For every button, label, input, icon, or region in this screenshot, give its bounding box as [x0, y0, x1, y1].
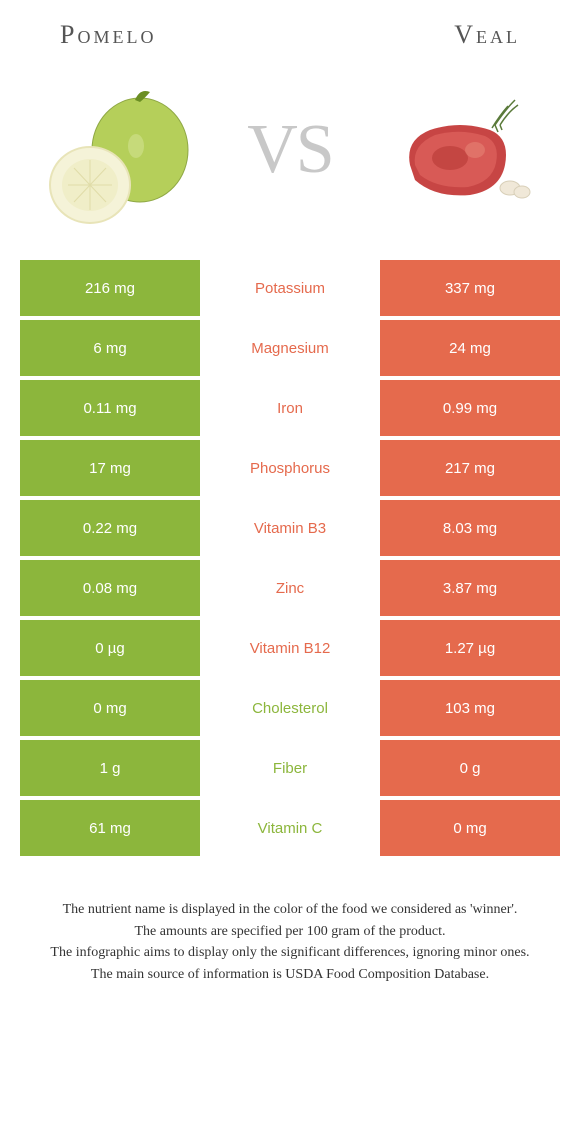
value-b: 0.99 mg	[380, 380, 560, 436]
nutrient-name: Cholesterol	[200, 680, 380, 736]
nutrient-name: Phosphorus	[200, 440, 380, 496]
nutrient-row: 0 µgVitamin B121.27 µg	[20, 620, 560, 676]
value-a: 0.08 mg	[20, 560, 200, 616]
value-a: 61 mg	[20, 800, 200, 856]
nutrient-name: Magnesium	[200, 320, 380, 376]
nutrient-row: 0.22 mgVitamin B38.03 mg	[20, 500, 560, 556]
nutrient-name: Vitamin B12	[200, 620, 380, 676]
footnote-line: The infographic aims to display only the…	[30, 943, 550, 963]
value-a: 0.22 mg	[20, 500, 200, 556]
value-a: 17 mg	[20, 440, 200, 496]
value-a: 216 mg	[20, 260, 200, 316]
value-b: 3.87 mg	[380, 560, 560, 616]
images-row: VS	[0, 60, 580, 260]
footnote-line: The amounts are specified per 100 gram o…	[30, 922, 550, 942]
nutrient-row: 17 mgPhosphorus217 mg	[20, 440, 560, 496]
value-a: 0.11 mg	[20, 380, 200, 436]
value-b: 8.03 mg	[380, 500, 560, 556]
value-b: 0 mg	[380, 800, 560, 856]
nutrient-row: 0.08 mgZinc3.87 mg	[20, 560, 560, 616]
value-b: 1.27 µg	[380, 620, 560, 676]
nutrient-name: Iron	[200, 380, 380, 436]
value-a: 1 g	[20, 740, 200, 796]
value-b: 103 mg	[380, 680, 560, 736]
food-b-title: Veal	[454, 20, 520, 50]
nutrient-row: 61 mgVitamin C0 mg	[20, 800, 560, 856]
nutrient-name: Fiber	[200, 740, 380, 796]
nutrient-name: Potassium	[200, 260, 380, 316]
value-a: 0 µg	[20, 620, 200, 676]
vs-label: VS	[247, 110, 332, 190]
nutrient-row: 1 gFiber0 g	[20, 740, 560, 796]
nutrient-row: 6 mgMagnesium24 mg	[20, 320, 560, 376]
value-b: 0 g	[380, 740, 560, 796]
nutrient-table: 216 mgPotassium337 mg6 mgMagnesium24 mg0…	[20, 260, 560, 856]
value-b: 24 mg	[380, 320, 560, 376]
nutrient-row: 216 mgPotassium337 mg	[20, 260, 560, 316]
nutrient-name: Vitamin C	[200, 800, 380, 856]
pomelo-image	[40, 70, 200, 230]
footnote-line: The nutrient name is displayed in the co…	[30, 900, 550, 920]
value-b: 217 mg	[380, 440, 560, 496]
nutrient-name: Zinc	[200, 560, 380, 616]
veal-image	[380, 70, 540, 230]
header: Pomelo Veal	[0, 0, 580, 60]
footnotes: The nutrient name is displayed in the co…	[0, 860, 580, 1006]
nutrient-name: Vitamin B3	[200, 500, 380, 556]
footnote-line: The main source of information is USDA F…	[30, 965, 550, 985]
value-a: 6 mg	[20, 320, 200, 376]
nutrient-row: 0.11 mgIron0.99 mg	[20, 380, 560, 436]
value-b: 337 mg	[380, 260, 560, 316]
food-a-title: Pomelo	[60, 20, 156, 50]
value-a: 0 mg	[20, 680, 200, 736]
nutrient-row: 0 mgCholesterol103 mg	[20, 680, 560, 736]
